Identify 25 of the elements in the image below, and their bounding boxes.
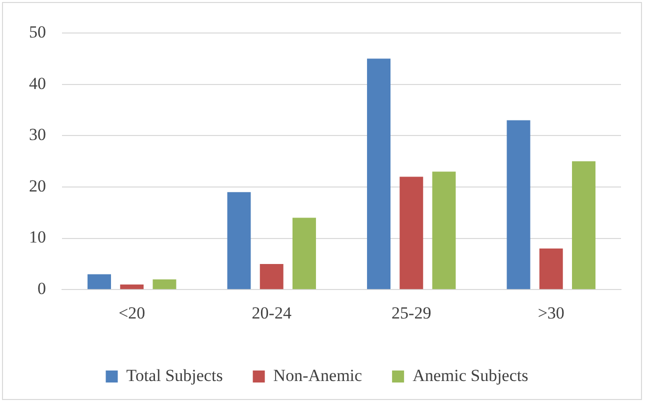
bar xyxy=(120,284,144,290)
bar xyxy=(227,192,251,290)
bar xyxy=(292,218,316,290)
y-tick-label: 10 xyxy=(29,228,46,247)
bar xyxy=(367,58,391,290)
bar xyxy=(88,274,112,290)
x-tick-label: >30 xyxy=(538,303,564,322)
x-tick-label: <20 xyxy=(118,303,146,322)
bar xyxy=(400,176,424,290)
bar xyxy=(539,248,563,290)
x-tick-label: 20-24 xyxy=(252,303,292,322)
bar xyxy=(260,264,284,290)
y-tick-label: 20 xyxy=(29,176,46,196)
y-tick-label: 0 xyxy=(38,279,46,298)
bar xyxy=(152,279,176,290)
bar xyxy=(432,172,456,290)
bar xyxy=(506,120,530,290)
legend-label: Anemic Subjects xyxy=(412,366,528,385)
x-tick-label: 25-29 xyxy=(392,303,432,322)
legend-label: Total Subjects xyxy=(126,366,223,385)
y-tick-label: 40 xyxy=(29,74,46,93)
y-tick-label: 30 xyxy=(29,125,46,144)
legend-label: Non-Anemic xyxy=(273,366,363,385)
bar xyxy=(572,161,596,290)
y-tick-label: 50 xyxy=(29,22,46,42)
